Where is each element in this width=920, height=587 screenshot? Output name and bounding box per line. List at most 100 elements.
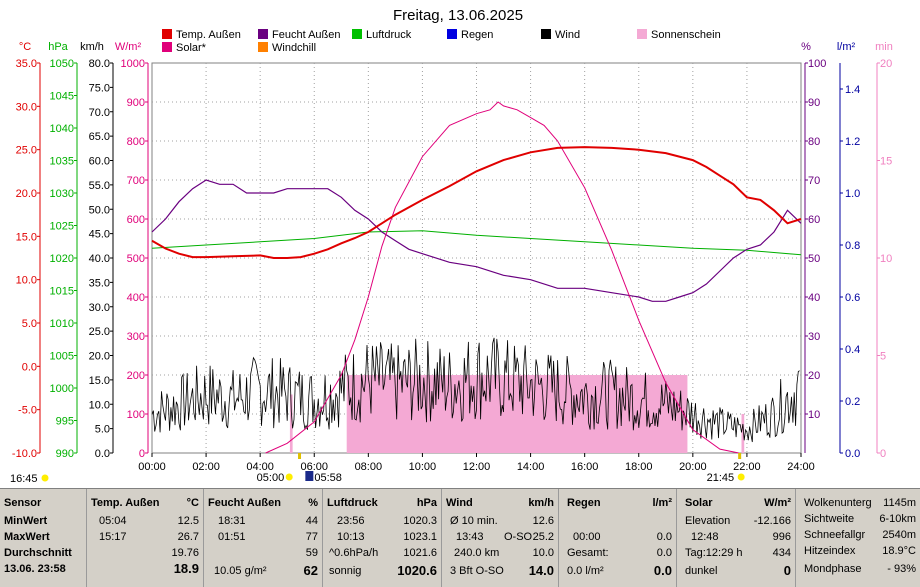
axis-unit-press: hPa xyxy=(48,41,68,53)
temp-max-time: 15:17 xyxy=(99,531,127,543)
temp-avg-value: 19.76 xyxy=(171,547,199,559)
legend-swatch xyxy=(162,42,172,52)
temp-current-value: 18.9 xyxy=(173,561,199,576)
pressure-header: Luftdruck xyxy=(327,497,378,509)
axis-tick-label-wind: 15.0 xyxy=(89,375,110,387)
axis-tick-label-temp: -10.0 xyxy=(12,448,37,460)
legend-swatch xyxy=(258,42,268,52)
axis-tick-label-wind: 60.0 xyxy=(89,156,110,168)
legend-label: Sonnenschein xyxy=(651,29,721,41)
solar-state: dunkel xyxy=(685,565,718,577)
axis-tick-label-min: 15 xyxy=(880,156,892,168)
axis-tick-label-press: 1050 xyxy=(50,58,74,70)
x-tick-label: 04:00 xyxy=(246,461,274,473)
sunshine-bar xyxy=(289,394,293,453)
rain-unit: l/m² xyxy=(652,497,672,509)
humidity-header: Feucht Außen xyxy=(208,497,281,509)
sensor-current-time: 13.06. 23:58 xyxy=(4,563,66,575)
visibility-value: 6-10km xyxy=(879,513,916,525)
x-tick-label: 12:00 xyxy=(463,461,491,473)
legend-swatch xyxy=(258,29,268,39)
solar-daylength: Tag:12:29 h xyxy=(685,547,743,559)
rain-amount: 0.0 l/m² xyxy=(567,565,604,577)
axis-tick-label-hum: 40 xyxy=(808,292,820,304)
wind-gust-time: 13:43 xyxy=(456,531,484,543)
solar-section: Solar W/m² Elevation -12.166 12:48 996 Tag:… xyxy=(677,489,796,587)
axis-unit-temp: °C xyxy=(19,41,31,53)
axis-tick-label-temp: 25.0 xyxy=(16,145,37,157)
weather-chart: Freitag, 13.06.2025 Temp. Außen Feucht Au… xyxy=(10,7,893,485)
axis-tick-label-press: 1020 xyxy=(50,253,74,265)
heat-index-value: 18.9°C xyxy=(882,545,916,557)
x-tick-label: 10:00 xyxy=(409,461,437,473)
solar-avg-value: 434 xyxy=(772,547,791,559)
wind-distance: 240.0 km xyxy=(454,547,500,559)
humidity-max-value: 77 xyxy=(305,531,318,543)
rain-section: Regen l/m² 00:00 0.0 Gesamt: 0.0 0.0 l/m² 0.… xyxy=(559,489,677,587)
axis-tick-label-min: 0 xyxy=(880,448,886,460)
axis-tick-label-wind: 80.0 xyxy=(89,58,110,70)
cloud-base-value: 1145m xyxy=(883,497,916,509)
wind-gust-direction: O-SO xyxy=(504,531,533,543)
sunrise-icon xyxy=(285,473,293,481)
rain-total-value: 0.0 xyxy=(656,547,672,559)
legend-label: Feucht Außen xyxy=(272,29,341,41)
wind-distance-value: 10.0 xyxy=(532,547,554,559)
cloud-base-label: Wolkenunterg xyxy=(804,497,872,509)
pressure-forecast: sonnig xyxy=(329,565,362,577)
axis-tick-label-press: 1030 xyxy=(50,188,74,200)
right-axes: 1009080706050403020101.41.21.00.80.60.40… xyxy=(804,58,892,460)
x-tick-label: 22:00 xyxy=(733,461,761,473)
solar-unit: W/m² xyxy=(764,497,791,509)
x-tick-label: 00:00 xyxy=(138,461,166,473)
sun-icon-left xyxy=(41,474,49,482)
humidity-absolute: 10.05 g/m² xyxy=(214,565,267,577)
solar-elevation-value: -12.166 xyxy=(753,515,791,527)
moonrise-label: 05:58 xyxy=(314,472,342,484)
temp-header: Temp. Außen xyxy=(91,497,160,509)
rain-time: 00:00 xyxy=(573,531,601,543)
moon-phase-value: - 93% xyxy=(887,563,916,575)
pressure-min-value: 1020.3 xyxy=(403,515,437,527)
axis-tick-label-press: 1045 xyxy=(50,91,74,103)
wind-gust-value: 25.2 xyxy=(532,531,554,543)
axis-tick-label-temp: 0.0 xyxy=(22,361,37,373)
x-tick-label: 06:00 xyxy=(300,461,328,473)
sunrise-label: 05:00 xyxy=(257,472,285,484)
legend-swatch xyxy=(352,29,362,39)
axis-tick-label-hum: 10 xyxy=(808,409,820,421)
x-tick-label: 16:00 xyxy=(571,461,599,473)
axis-tick-label-wind: 65.0 xyxy=(89,131,110,143)
axis-tick-label-rain: 0.4 xyxy=(845,344,860,356)
sunshine-bar xyxy=(346,375,688,453)
axis-tick-label-press: 995 xyxy=(56,416,74,428)
heat-index-label: Hitzeindex xyxy=(804,545,856,557)
temp-unit: °C xyxy=(186,497,199,509)
axis-tick-label-solar: 800 xyxy=(127,136,145,148)
legend-swatch xyxy=(637,29,647,39)
axis-tick-label-solar: 100 xyxy=(127,409,145,421)
axis-tick-label-wind: 20.0 xyxy=(89,351,110,363)
chart-title: Freitag, 13.06.2025 xyxy=(393,7,523,24)
pressure-current-value: 1020.6 xyxy=(397,563,437,578)
axis-tick-label-rain: 1.0 xyxy=(845,188,860,200)
axis-tick-label-wind: 40.0 xyxy=(89,253,110,265)
snowline-value: 2540m xyxy=(882,529,916,541)
axis-unit-hum: % xyxy=(801,41,811,53)
sun-markers: 16:45 05:00 05:58 21:45 xyxy=(10,453,745,485)
axis-units: °C hPa km/h W/m²% l/m² min xyxy=(19,41,893,53)
x-tick-label: 14:00 xyxy=(517,461,545,473)
rain-header: Regen xyxy=(567,497,601,509)
sensor-min-label: MinWert xyxy=(4,515,48,527)
axis-tick-label-temp: -5.0 xyxy=(18,405,37,417)
solar-current-value: 0 xyxy=(783,563,791,578)
humidity-current-value: 62 xyxy=(303,563,318,578)
axis-tick-label-rain: 1.4 xyxy=(845,84,860,96)
axis-tick-label-rain: 1.2 xyxy=(845,136,860,148)
legend-label: Solar* xyxy=(176,42,207,54)
temp-min-time: 05:04 xyxy=(99,515,127,527)
axis-tick-label-wind: 70.0 xyxy=(89,107,110,119)
axis-tick-label-solar: 600 xyxy=(127,214,145,226)
axis-tick-label-solar: 400 xyxy=(127,292,145,304)
axis-tick-label-temp: 10.0 xyxy=(16,275,37,287)
